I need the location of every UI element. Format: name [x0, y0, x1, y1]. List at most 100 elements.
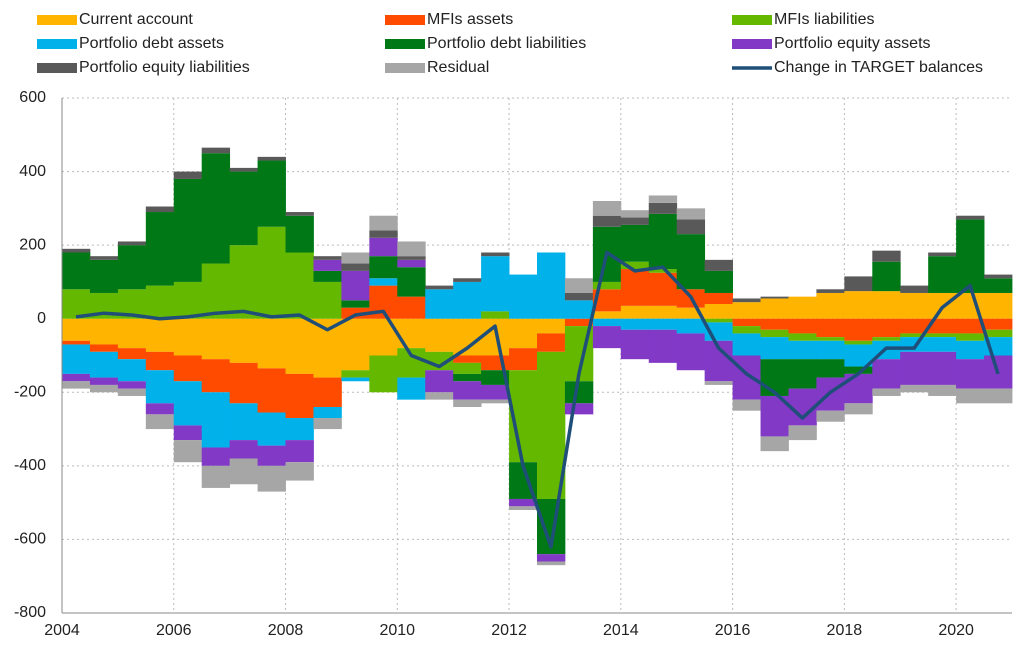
- bar-segment: [928, 337, 957, 352]
- bar-segment: [732, 326, 761, 334]
- bar-segment: [341, 263, 370, 271]
- bar-segment: [592, 215, 622, 227]
- bar-segment: [313, 377, 342, 407]
- bar-segment: [816, 318, 845, 338]
- bar-segment: [844, 340, 873, 345]
- bar-segment: [732, 355, 761, 400]
- bar-segment: [313, 256, 342, 260]
- bar-segment: [481, 399, 510, 404]
- bar-segment: [453, 373, 482, 382]
- bar-segment: [397, 377, 426, 400]
- bar-segment: [928, 318, 957, 334]
- bar-segment: [285, 440, 314, 463]
- bar-segment: [592, 326, 622, 349]
- bar-segment: [201, 465, 231, 488]
- bar-segment: [453, 399, 482, 407]
- legend-label: Current account: [79, 11, 193, 28]
- legend-swatch: [732, 39, 772, 49]
- y-tick-label: 0: [37, 310, 46, 327]
- bar-segment: [341, 307, 370, 319]
- bar-segment: [872, 388, 901, 396]
- bar-segment: [62, 252, 91, 290]
- bar-segment: [425, 392, 454, 400]
- bar-segment: [760, 318, 789, 330]
- bar-segment: [257, 318, 286, 369]
- bar-segment: [900, 333, 929, 338]
- bar-segment: [173, 281, 203, 319]
- bar-segment: [928, 351, 957, 385]
- bar-segment: [760, 298, 789, 319]
- bar-segment: [62, 318, 91, 341]
- bar-segment: [620, 318, 650, 330]
- bar-segment: [117, 381, 147, 389]
- bar-segment: [341, 270, 370, 301]
- bar-segment: [732, 333, 761, 356]
- bar-segment: [313, 259, 342, 271]
- legend-swatch: [385, 39, 425, 49]
- bar-segment: [509, 506, 538, 510]
- bar-segment: [620, 224, 650, 262]
- bar-segment: [620, 269, 650, 306]
- bar-segment: [816, 337, 845, 341]
- y-tick-label: 600: [19, 89, 46, 106]
- bar-segment: [481, 311, 510, 319]
- bar-segment: [537, 554, 566, 562]
- bar-segment: [984, 388, 1013, 404]
- y-tick-label: 200: [19, 236, 46, 253]
- bar-segment: [956, 359, 985, 389]
- bar-segment: [872, 318, 901, 338]
- bar-segment: [62, 344, 91, 374]
- bar-segment: [900, 285, 929, 293]
- x-tick-label: 2012: [491, 622, 527, 639]
- bar-segment: [229, 171, 258, 246]
- bar-segment: [984, 329, 1013, 338]
- bar-segment: [564, 278, 594, 293]
- legend-label: Portfolio debt liabilities: [427, 35, 586, 52]
- bar-segment: [844, 403, 873, 415]
- bar-segment: [537, 318, 566, 334]
- bar-segment: [788, 296, 817, 319]
- bar-segment: [760, 329, 789, 338]
- y-tick-label: -600: [14, 531, 46, 548]
- y-tick-label: 400: [19, 163, 46, 180]
- bar-segment: [676, 208, 706, 220]
- bar-segment: [397, 259, 426, 268]
- bar-segment: [173, 440, 203, 463]
- bar-segment: [984, 274, 1013, 279]
- bar-segment: [872, 359, 901, 389]
- bar-segment: [453, 278, 482, 282]
- bar-segment: [956, 219, 985, 293]
- bar-segment: [89, 344, 119, 352]
- bar-segment: [145, 212, 175, 286]
- bar-segment: [481, 370, 510, 385]
- y-tick-label: -200: [14, 384, 46, 401]
- bar-segment: [788, 425, 817, 441]
- legend-label: Portfolio debt assets: [79, 35, 224, 52]
- x-tick-label: 2006: [156, 622, 192, 639]
- bar-segment: [257, 445, 286, 466]
- bar-segment: [201, 392, 231, 448]
- bar-segment: [89, 351, 119, 378]
- legend-swatch: [37, 39, 77, 49]
- bar-segment: [788, 340, 817, 360]
- bar-segment: [229, 362, 258, 404]
- bar-segment: [872, 291, 901, 319]
- bar-segment: [453, 355, 482, 363]
- legend-swatch: [37, 63, 77, 73]
- bar-segment: [117, 388, 147, 396]
- bar-segment: [89, 377, 119, 385]
- bar-segment: [313, 281, 342, 319]
- bar-segment: [285, 252, 314, 319]
- bar-segment: [537, 351, 566, 499]
- bar-segment: [676, 234, 706, 290]
- bar-segment: [956, 388, 985, 404]
- bar-segment: [844, 366, 873, 374]
- bar-segment: [425, 318, 454, 352]
- bar-segment: [648, 318, 678, 330]
- bar-segment: [229, 440, 258, 459]
- bar-segment: [732, 302, 761, 319]
- bar-segment: [453, 381, 482, 400]
- bar-segment: [620, 210, 650, 218]
- bar-segment: [89, 259, 119, 293]
- bar-segment: [564, 403, 594, 415]
